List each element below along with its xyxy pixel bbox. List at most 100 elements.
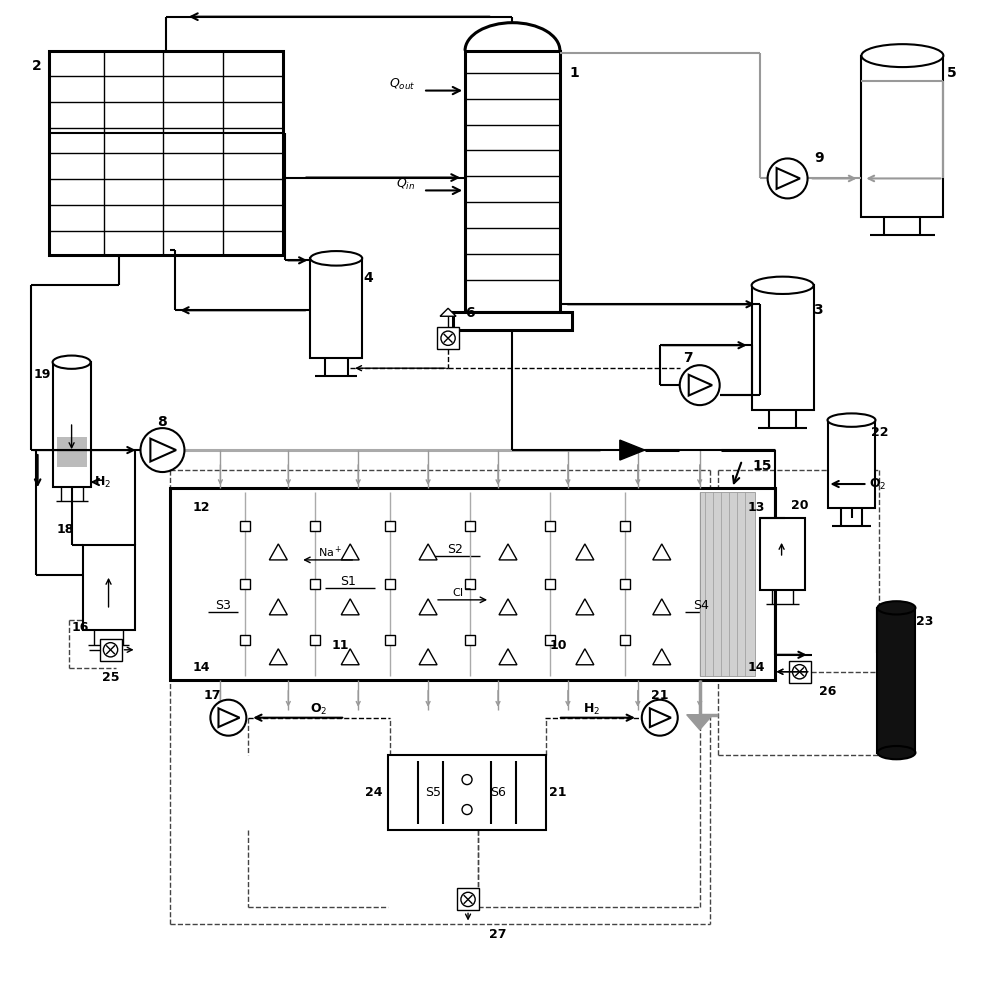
Bar	[310, 258, 362, 358]
Bar	[171, 488, 775, 680]
Bar	[388, 755, 546, 830]
Bar	[752, 285, 813, 410]
Bar	[620, 521, 630, 531]
Bar	[545, 635, 555, 645]
Bar	[310, 635, 320, 645]
Text: S4: S4	[692, 599, 708, 612]
Text: 22: 22	[871, 426, 888, 439]
Bar	[465, 579, 475, 589]
Text: 13: 13	[748, 501, 765, 514]
Text: 14: 14	[748, 661, 766, 674]
Bar	[310, 521, 320, 531]
Bar	[545, 579, 555, 589]
Text: 26: 26	[818, 685, 836, 698]
Polygon shape	[269, 544, 288, 560]
Text: 21: 21	[651, 689, 669, 702]
Ellipse shape	[878, 601, 916, 614]
Bar	[465, 521, 475, 531]
Bar	[878, 608, 916, 753]
Text: 18: 18	[57, 523, 74, 536]
Text: 15: 15	[752, 459, 772, 473]
Polygon shape	[576, 599, 594, 615]
Bar	[240, 579, 250, 589]
Polygon shape	[419, 649, 437, 665]
Bar	[310, 579, 320, 589]
Text: 11: 11	[331, 639, 349, 652]
Text: 24: 24	[365, 786, 383, 799]
Circle shape	[141, 428, 185, 472]
Bar	[385, 635, 395, 645]
Text: 4: 4	[363, 271, 373, 285]
Polygon shape	[653, 544, 671, 560]
Circle shape	[642, 700, 678, 736]
Ellipse shape	[827, 413, 876, 427]
Polygon shape	[499, 599, 517, 615]
Text: Cl$^-$: Cl$^-$	[452, 586, 472, 598]
Polygon shape	[620, 440, 645, 460]
Bar	[760, 518, 805, 590]
Bar	[385, 579, 395, 589]
Polygon shape	[151, 439, 177, 461]
Bar	[465, 51, 559, 312]
Text: 16: 16	[71, 621, 89, 634]
Text: S1: S1	[340, 575, 356, 588]
Bar	[699, 492, 755, 676]
Text: Na$^+$: Na$^+$	[318, 544, 342, 560]
Bar	[57, 437, 86, 467]
Ellipse shape	[310, 251, 362, 266]
Bar	[789, 661, 810, 683]
Polygon shape	[576, 649, 594, 665]
Bar	[385, 521, 395, 531]
Polygon shape	[688, 375, 712, 396]
Bar	[457, 888, 479, 910]
Text: 9: 9	[814, 151, 824, 165]
Text: $Q_{out}$: $Q_{out}$	[389, 77, 415, 92]
Polygon shape	[419, 544, 437, 560]
Polygon shape	[653, 649, 671, 665]
Polygon shape	[341, 544, 359, 560]
Polygon shape	[499, 649, 517, 665]
Ellipse shape	[752, 277, 813, 294]
Polygon shape	[440, 308, 456, 316]
Bar	[437, 327, 459, 349]
Circle shape	[680, 365, 719, 405]
Polygon shape	[341, 649, 359, 665]
Bar	[620, 579, 630, 589]
Circle shape	[462, 775, 472, 785]
Polygon shape	[653, 599, 671, 615]
Polygon shape	[686, 715, 712, 730]
Ellipse shape	[861, 44, 943, 67]
Text: 10: 10	[550, 639, 566, 652]
Text: O$_2$: O$_2$	[869, 476, 886, 492]
Bar	[49, 51, 284, 255]
Text: S2: S2	[447, 543, 463, 556]
Bar	[827, 420, 876, 508]
Polygon shape	[269, 599, 288, 615]
Text: 5: 5	[946, 66, 956, 80]
Text: 7: 7	[682, 351, 692, 365]
Text: 20: 20	[791, 499, 808, 512]
Text: $Q_{in}$: $Q_{in}$	[396, 177, 415, 192]
Polygon shape	[269, 649, 288, 665]
Bar	[545, 521, 555, 531]
Bar	[53, 362, 90, 487]
Ellipse shape	[53, 356, 90, 369]
Text: 19: 19	[34, 368, 52, 381]
Ellipse shape	[878, 746, 916, 759]
Polygon shape	[341, 599, 359, 615]
Text: 14: 14	[192, 661, 210, 674]
Polygon shape	[576, 544, 594, 560]
Polygon shape	[499, 544, 517, 560]
Bar	[240, 521, 250, 531]
Polygon shape	[419, 599, 437, 615]
Text: 1: 1	[569, 66, 578, 80]
Polygon shape	[218, 708, 239, 727]
Text: S3: S3	[215, 599, 231, 612]
Text: 27: 27	[489, 928, 507, 941]
Text: 12: 12	[192, 501, 210, 514]
Circle shape	[462, 805, 472, 815]
Text: 23: 23	[916, 615, 933, 628]
Bar	[82, 545, 135, 630]
Bar	[620, 635, 630, 645]
Polygon shape	[777, 168, 800, 189]
